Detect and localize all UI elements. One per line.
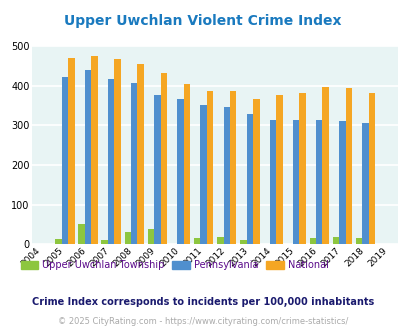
- Bar: [275, 95, 282, 244]
- Bar: [355, 238, 361, 244]
- Bar: [309, 238, 315, 244]
- Bar: [91, 56, 98, 244]
- Text: Crime Index corresponds to incidents per 100,000 inhabitants: Crime Index corresponds to incidents per…: [32, 297, 373, 307]
- Bar: [114, 59, 121, 244]
- Bar: [322, 87, 328, 244]
- Bar: [194, 238, 200, 244]
- Bar: [345, 88, 351, 244]
- Bar: [108, 79, 114, 244]
- Bar: [240, 240, 246, 244]
- Bar: [332, 237, 338, 244]
- Text: © 2025 CityRating.com - https://www.cityrating.com/crime-statistics/: © 2025 CityRating.com - https://www.city…: [58, 317, 347, 326]
- Bar: [200, 105, 206, 244]
- Bar: [78, 224, 85, 244]
- Bar: [147, 229, 154, 244]
- Bar: [154, 94, 160, 244]
- Bar: [338, 121, 345, 244]
- Bar: [68, 58, 75, 244]
- Bar: [368, 93, 374, 244]
- Bar: [246, 114, 252, 244]
- Bar: [223, 107, 229, 244]
- Bar: [252, 99, 259, 244]
- Bar: [361, 123, 368, 244]
- Bar: [55, 239, 62, 244]
- Bar: [183, 84, 190, 244]
- Bar: [131, 83, 137, 244]
- Bar: [269, 120, 275, 244]
- Legend: Upper Uwchlan Township, Pennsylvania, National: Upper Uwchlan Township, Pennsylvania, Na…: [17, 256, 331, 274]
- Bar: [315, 120, 322, 244]
- Text: Upper Uwchlan Violent Crime Index: Upper Uwchlan Violent Crime Index: [64, 15, 341, 28]
- Bar: [124, 232, 131, 244]
- Bar: [292, 120, 298, 244]
- Bar: [85, 70, 91, 244]
- Bar: [217, 237, 223, 244]
- Bar: [298, 92, 305, 244]
- Bar: [62, 77, 68, 244]
- Bar: [101, 240, 108, 244]
- Bar: [206, 90, 213, 244]
- Bar: [229, 90, 236, 244]
- Bar: [177, 99, 183, 244]
- Bar: [137, 64, 144, 244]
- Bar: [160, 73, 167, 244]
